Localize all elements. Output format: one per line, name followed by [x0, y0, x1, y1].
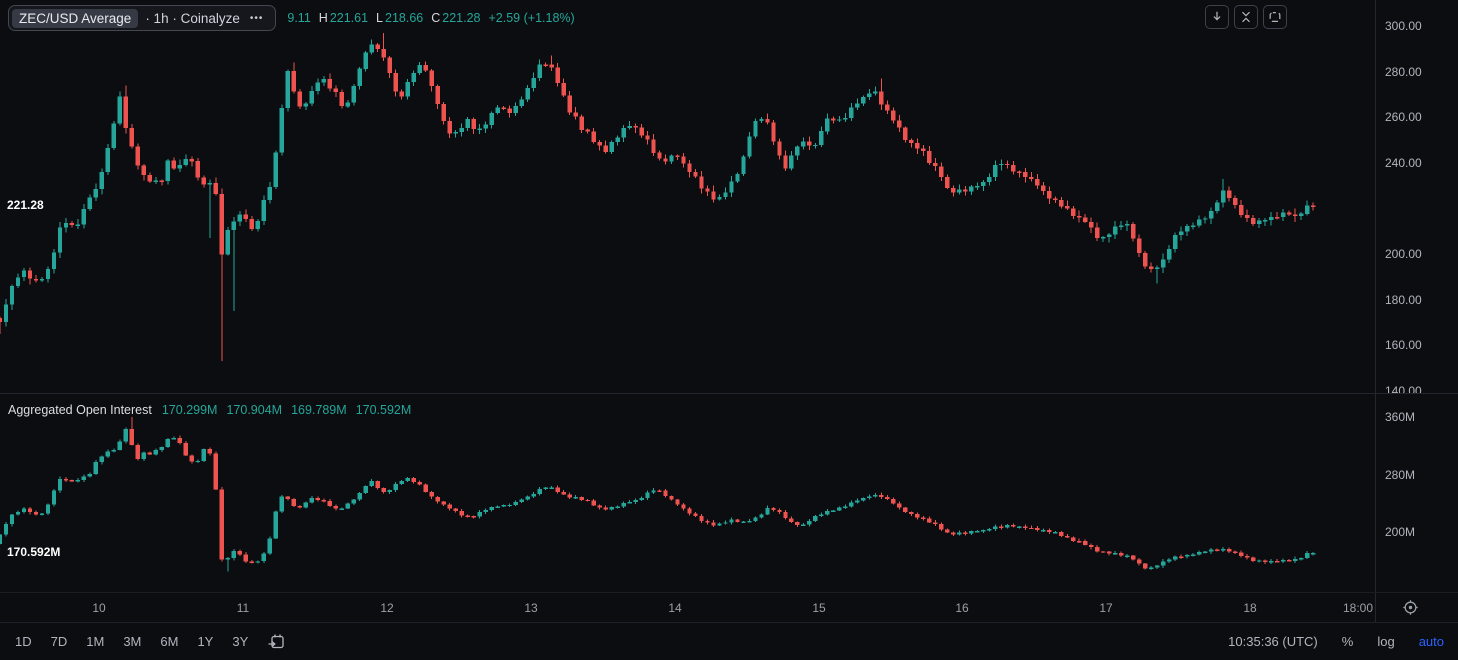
legend-more-button[interactable]: ••• — [247, 13, 267, 24]
ohlc-open-value: 9.11 — [287, 11, 311, 25]
time-axis-tick: 13 — [524, 601, 538, 615]
symbol-legend-pill[interactable]: ZEC/USD Average · 1h · Coinalyze ••• — [8, 5, 277, 31]
price-pane: ZEC/USD Average · 1h · Coinalyze ••• 9.1… — [0, 0, 1375, 393]
range-buttons: 1D 7D 1M 3M 6M 1Y 3Y — [14, 632, 249, 651]
axis-border-line — [1375, 0, 1376, 622]
range-button-1m[interactable]: 1M — [86, 634, 105, 649]
range-button-1y[interactable]: 1Y — [197, 634, 214, 649]
oi-axis[interactable]: 360M 280M 200M — [1376, 395, 1458, 592]
settings-gear-icon — [1403, 599, 1418, 615]
toolbar-right: 10:35:36 (UTC) % log auto — [1228, 634, 1444, 649]
open-interest-pane: Aggregated Open Interest 170.299M 170.90… — [0, 395, 1375, 592]
collapse-button[interactable] — [1234, 5, 1258, 29]
ohlc-low-value: 218.66 — [385, 11, 424, 25]
ohlc-values: 9.11 H 221.61 L 218.66 C 221.28 +2.59 (+1.1… — [285, 11, 582, 25]
pane-divider[interactable] — [0, 393, 1458, 394]
time-axis-tick: 14 — [668, 601, 682, 615]
time-axis-tick: 10 — [92, 601, 106, 615]
download-icon — [1213, 11, 1221, 21]
symbol-meta: · 1h · Coinalyze — [145, 10, 240, 26]
time-axis-tick: 18 — [1243, 601, 1257, 615]
oi-high-value: 170.904M — [226, 403, 283, 417]
ohlc-high-label: H — [318, 11, 328, 25]
fullscreen-icon — [1269, 12, 1281, 22]
oi-axis-tick: 200M — [1385, 525, 1416, 539]
ohlc-high-value: 221.61 — [329, 11, 369, 25]
last-price-badge: 221.28 — [7, 198, 44, 212]
axis-corner[interactable] — [1376, 592, 1458, 622]
price-axis-tick: 180.00 — [1385, 293, 1422, 307]
chart-action-buttons — [1205, 5, 1287, 29]
oi-axis-tick: 360M — [1385, 410, 1416, 424]
log-scale-button[interactable]: log — [1377, 634, 1395, 649]
symbol-legend: ZEC/USD Average · 1h · Coinalyze ••• 9.1… — [8, 5, 583, 31]
price-axis-tick: 240.00 — [1385, 156, 1422, 170]
ohlc-close-label: C — [431, 11, 441, 25]
symbol-name[interactable]: ZEC/USD Average — [12, 8, 139, 28]
range-button-6m[interactable]: 6M — [160, 634, 179, 649]
percent-scale-button[interactable]: % — [1341, 634, 1354, 649]
auto-scale-button[interactable]: auto — [1418, 634, 1444, 649]
time-axis-tick: 11 — [236, 601, 250, 615]
range-button-7d[interactable]: 7D — [50, 634, 68, 649]
ohlc-low-label: L — [376, 11, 383, 25]
download-button[interactable] — [1205, 5, 1229, 29]
price-axis-tick: 300.00 — [1385, 19, 1422, 33]
open-interest-title[interactable]: Aggregated Open Interest — [8, 403, 152, 417]
last-oi-badge: 170.592M — [7, 545, 61, 559]
go-to-date-icon — [268, 634, 284, 648]
oi-open-value: 170.299M — [161, 403, 218, 417]
go-to-date-button[interactable] — [267, 633, 286, 651]
oi-close-value: 170.592M — [355, 403, 412, 417]
price-axis-tick: 140.00 — [1385, 384, 1422, 393]
price-axis-tick: 200.00 — [1385, 247, 1422, 261]
range-button-1d[interactable]: 1D — [15, 634, 32, 649]
ohlc-close-value: 221.28 — [442, 11, 481, 25]
price-axis-tick: 280.00 — [1385, 65, 1422, 79]
price-axis[interactable]: 300.00 280.00 260.00 240.00 200.00 180.00 160.… — [1376, 0, 1458, 393]
time-axis-tick: 12 — [380, 601, 394, 615]
time-axis-tick: 17 — [1099, 601, 1113, 615]
time-axis-tick: 15 — [812, 601, 826, 615]
range-button-3m[interactable]: 3M — [123, 634, 142, 649]
ohlc-change-value: +2.59 (+1.18%) — [488, 11, 575, 25]
oi-axis-tick: 280M — [1385, 468, 1416, 482]
time-axis-tick: 18:00 — [1342, 601, 1374, 615]
time-axis[interactable]: 10 11 12 13 14 15 16 17 18 18:00 — [0, 592, 1375, 622]
time-axis-tick: 16 — [955, 601, 969, 615]
oi-low-value: 169.789M — [291, 403, 347, 417]
time-axis-border — [0, 592, 1458, 593]
price-axis-tick: 160.00 — [1385, 338, 1422, 352]
bottom-toolbar: 1D 7D 1M 3M 6M 1Y 3Y 10:35:36 (UTC) % log auto — [0, 622, 1458, 660]
price-axis-tick: 260.00 — [1385, 110, 1422, 124]
open-interest-chart-canvas[interactable] — [0, 395, 1375, 592]
collapse-icon — [1242, 11, 1250, 23]
open-interest-legend: Aggregated Open Interest 170.299M 170.90… — [8, 403, 420, 417]
fullscreen-button[interactable] — [1263, 5, 1287, 29]
clock-utc[interactable]: 10:35:36 (UTC) — [1228, 634, 1318, 649]
range-button-3y[interactable]: 3Y — [232, 634, 249, 649]
price-chart-canvas[interactable] — [0, 0, 1375, 393]
